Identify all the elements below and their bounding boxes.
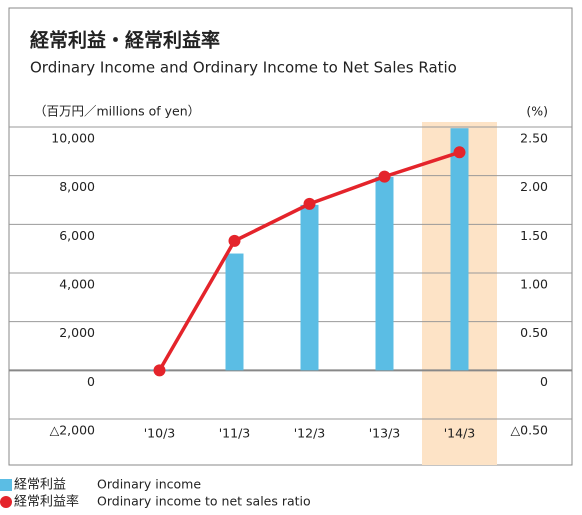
line-point bbox=[228, 234, 241, 247]
y-tick-label: 8,000 bbox=[59, 179, 95, 194]
bar bbox=[450, 128, 469, 371]
legend-description: Ordinary income to net sales ratio bbox=[97, 494, 311, 509]
x-tick-label: '10/3 bbox=[144, 426, 176, 441]
x-tick-label: '13/3 bbox=[369, 426, 401, 441]
y2-axis-label: (%) bbox=[526, 104, 548, 119]
y2-tick-label: 1.00 bbox=[520, 277, 548, 292]
y-tick-label: 6,000 bbox=[59, 228, 95, 243]
y-tick-label: 4,000 bbox=[59, 277, 95, 292]
y2-tick-label: 2.50 bbox=[520, 131, 548, 146]
line-point bbox=[453, 146, 466, 159]
y2-tick-label: 0 bbox=[540, 374, 548, 389]
legend-description: Ordinary income bbox=[97, 477, 201, 492]
y-tick-label: △2,000 bbox=[50, 423, 95, 438]
legend-swatch bbox=[0, 496, 12, 508]
frame bbox=[8, 7, 573, 466]
bar bbox=[300, 204, 319, 371]
bar bbox=[225, 253, 244, 371]
bar bbox=[375, 176, 394, 371]
x-tick-label: '14/3 bbox=[444, 426, 476, 441]
legend-swatch bbox=[0, 479, 12, 491]
y2-tick-label: 1.50 bbox=[520, 228, 548, 243]
legend-label: 経常利益 bbox=[14, 478, 66, 493]
y2-tick-label: 0.50 bbox=[520, 325, 548, 340]
line-point bbox=[303, 197, 316, 210]
y-tick-label: 0 bbox=[87, 374, 95, 389]
legend-label: 経常利益率 bbox=[14, 494, 79, 510]
y2-tick-label: △0.50 bbox=[511, 423, 548, 438]
line-point bbox=[378, 170, 391, 183]
x-tick-label: '12/3 bbox=[294, 426, 326, 441]
y-tick-label: 10,000 bbox=[51, 131, 95, 146]
y-tick-label: 2,000 bbox=[59, 325, 95, 340]
chart-title: 経常利益・経常利益率 bbox=[30, 29, 220, 52]
chart-subtitle: Ordinary Income and Ordinary Income to N… bbox=[30, 59, 457, 77]
y-axis-label: （百万円／millions of yen） bbox=[34, 104, 200, 119]
x-tick-label: '11/3 bbox=[219, 426, 251, 441]
line-point bbox=[153, 364, 166, 377]
y2-tick-label: 2.00 bbox=[520, 179, 548, 194]
